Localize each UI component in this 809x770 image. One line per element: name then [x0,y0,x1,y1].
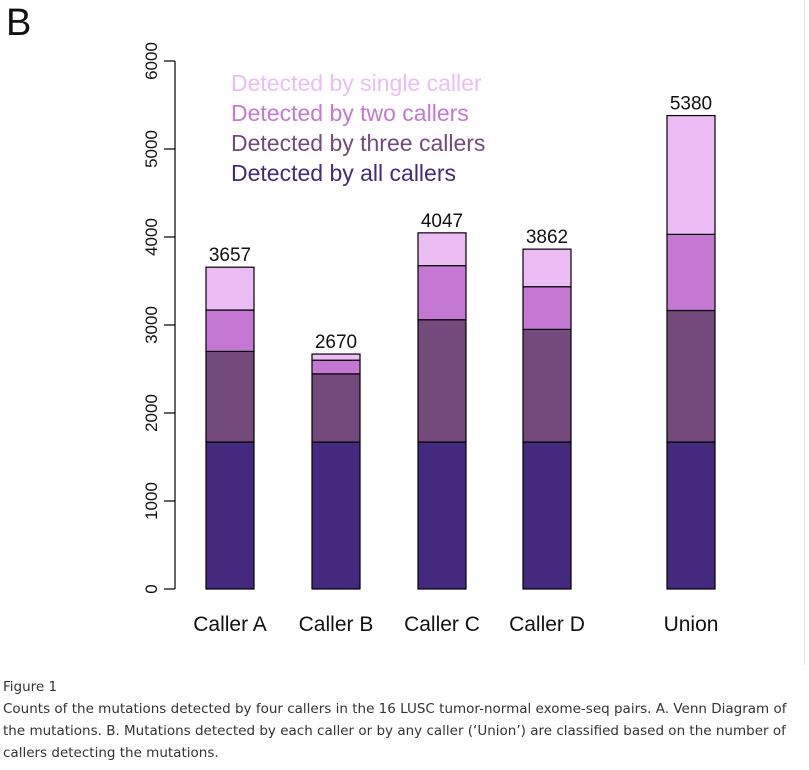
bar-segment [311,353,361,361]
x-tick-label: Caller C [404,613,480,636]
y-tick-label: 1000 [142,482,161,520]
bar-total-label: 3657 [209,245,251,266]
x-tick-label: Caller D [509,613,585,636]
y-tick-label: 2000 [142,394,161,432]
bar-total-label: 3862 [526,227,568,248]
figure-label: Figure 1 [3,679,58,695]
y-tick-label: 4000 [142,218,161,256]
bar-total-label: 4047 [421,211,463,232]
figure-caption-text: Counts of the mutations detected by four… [3,701,787,761]
y-tick-label: 6000 [142,42,161,80]
bar-segment [666,309,716,443]
bar-segment [205,350,255,443]
bar-segment [522,441,572,590]
stacked-bar-chart: 0 1000 2000 3000 4000 5000 6000 3657 2670 4047 38… [142,42,718,636]
bar-segment [666,233,716,312]
bar-total-label: 5380 [670,94,712,115]
bars [205,114,716,590]
page-divider [804,0,805,665]
y-axis: 0 1000 2000 3000 4000 5000 6000 [142,42,176,594]
x-tick-label: Caller A [193,613,267,636]
bar-segment [417,265,467,321]
legend-entry: Detected by single caller [231,70,482,96]
bar-segment [417,232,467,267]
bar-segment [522,248,572,288]
bar-segment [522,286,572,331]
figure-caption: Figure 1 Counts of the mutations detecte… [3,676,803,764]
legend-entry: Detected by three callers [231,130,485,156]
y-tick-label: 0 [142,584,161,593]
legend-entry: Detected by all callers [231,160,456,186]
bar-segment [311,441,361,590]
bar-segment [417,319,467,443]
x-tick-label: Union [664,613,719,636]
bar-segment [666,114,716,235]
bar-segment [311,359,361,375]
bar-segment [205,266,255,311]
bar-segment [205,441,255,590]
x-tick-labels: Caller A Caller B Caller C Caller D Union [193,613,718,636]
bar-segment [666,441,716,590]
bar-segment [417,441,467,590]
bar-segment [311,373,361,443]
y-tick-label: 5000 [142,130,161,168]
bar-segment [522,328,572,443]
y-tick-label: 3000 [142,306,161,344]
x-tick-label: Caller B [299,613,374,636]
panel-label: B [6,2,32,44]
legend-entry: Detected by two callers [231,100,469,126]
bar-total-label: 2670 [315,332,357,353]
bar-segment [205,309,255,353]
value-labels: 3657 2670 4047 3862 5380 [209,94,712,353]
legend: Detected by single caller Detected by two… [231,70,485,186]
